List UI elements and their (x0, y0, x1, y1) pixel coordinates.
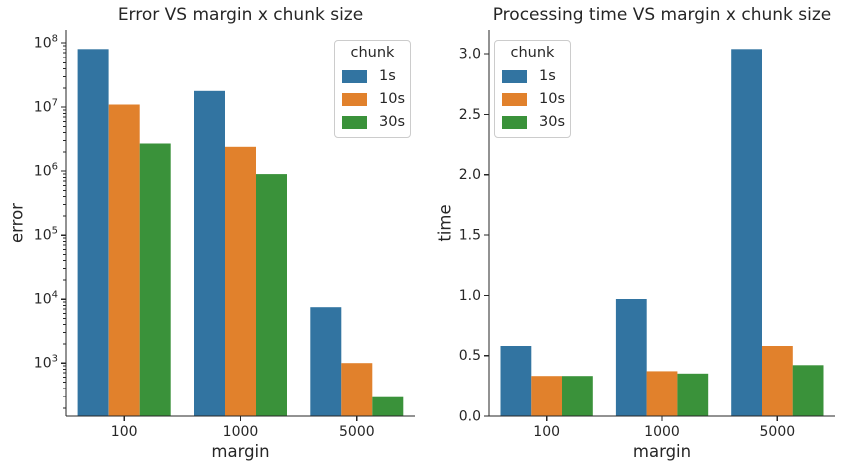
bar-10s-100 (108, 104, 140, 416)
legend-swatch-icon (502, 115, 527, 129)
series-10s (108, 104, 373, 417)
bar-1s-5000 (310, 307, 342, 416)
x-tick-label: 5000 (339, 424, 375, 440)
legend-label: 30s (539, 114, 566, 130)
x-tick-label: 100 (111, 424, 138, 440)
bar-10s-1000 (646, 371, 678, 416)
bar-30s-100 (562, 376, 593, 416)
legend-item: 30s (502, 114, 566, 130)
bar-1s-100 (500, 346, 532, 416)
legend-box: chunk 1s 10s 30s (494, 40, 571, 138)
bar-10s-5000 (762, 346, 793, 416)
legend-title: chunk (510, 45, 555, 61)
legend-title: chunk (350, 45, 395, 61)
legend-item: 30s (342, 114, 406, 130)
bar-1s-1000 (615, 299, 647, 416)
y-tick-label: 1.5 (459, 228, 481, 244)
y-axis-label: error (7, 203, 27, 243)
y-tick-label: 105 (34, 226, 58, 244)
legend-box: chunk 1s 10s 30s (334, 40, 411, 138)
legend-item: 10s (502, 91, 566, 107)
x-axis-label: margin (632, 442, 692, 461)
legend-swatch-icon (342, 92, 367, 106)
chart-title: Error VS margin x chunk size (117, 5, 364, 25)
legend-label: 10s (539, 91, 566, 107)
series-10s (531, 346, 793, 416)
error-chart: 103 104 105 106 107 108 100 1000 5000 Error VS m… (7, 5, 415, 461)
y-tick-label: 108 (34, 34, 58, 52)
y-tick-label: 1.0 (459, 288, 481, 304)
time-plot-area: 0.0 0.5 1.0 1.5 2.0 2.5 3.0 100 1000 5000 (459, 30, 835, 440)
legend-item: 10s (342, 91, 406, 107)
y-tick-label: 103 (34, 354, 58, 372)
legend-label: 10s (379, 91, 406, 107)
y-tick-label: 0.5 (459, 348, 481, 364)
bar-30s-1000 (256, 174, 287, 416)
bar-30s-5000 (372, 396, 404, 416)
x-tick-label: 1000 (644, 424, 680, 440)
series-30s (562, 365, 824, 416)
bar-30s-1000 (677, 373, 709, 416)
series-30s (139, 143, 404, 416)
legend-swatch-icon (342, 115, 367, 129)
y-tick-label: 2.0 (459, 167, 481, 183)
bar-1s-5000 (731, 49, 762, 417)
bar-1s-1000 (194, 90, 225, 417)
legend-label: 1s (539, 68, 556, 84)
x-tick-label: 1000 (223, 424, 259, 440)
bar-1s-100 (77, 49, 109, 417)
x-tick-label: 100 (533, 424, 560, 440)
y-tick-label: 0.0 (459, 408, 481, 424)
bar-10s-100 (531, 376, 563, 416)
legend-item: 1s (502, 68, 563, 84)
y-tick-label: 107 (34, 98, 58, 116)
y-tick-label: 106 (34, 162, 58, 180)
bar-10s-1000 (225, 146, 256, 417)
bar-10s-5000 (341, 363, 373, 416)
y-tick-label: 2.5 (459, 107, 481, 123)
bar-30s-100 (139, 143, 171, 416)
legend-label: 30s (379, 114, 406, 130)
legend-swatch-icon (342, 69, 367, 83)
series-1s (77, 49, 342, 417)
time-chart: 0.0 0.5 1.0 1.5 2.0 2.5 3.0 100 1000 5000 Process… (425, 0, 849, 470)
bar-30s-5000 (792, 365, 824, 416)
chart-title: Processing time VS margin x chunk size (492, 5, 832, 25)
legend-item: 1s (342, 68, 403, 84)
legend-swatch-icon (502, 69, 527, 83)
y-tick-label: 104 (34, 290, 58, 308)
x-axis-label: margin (211, 442, 270, 461)
error-plot-area: 103 104 105 106 107 108 100 1000 5000 (34, 30, 415, 440)
legend-label: 1s (379, 68, 396, 84)
x-tick-label: 5000 (760, 424, 796, 440)
legend-swatch-icon (502, 92, 527, 106)
series-1s (500, 49, 762, 417)
y-axis-label: time (435, 204, 455, 242)
y-tick-label: 3.0 (459, 47, 481, 63)
